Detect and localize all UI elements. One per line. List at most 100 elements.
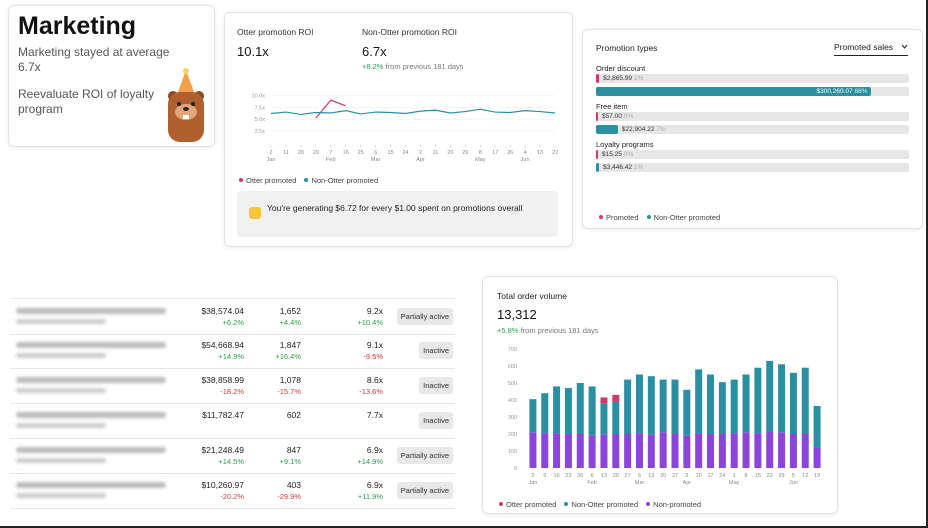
legend-item: Otter promoted [499,500,556,509]
callout-text: You're generating $6.72 for every $1.00 … [267,203,523,213]
x-tick-label: 24 [402,150,408,156]
x-tick-label: 22 [552,150,558,156]
bar-segment [718,434,726,468]
table-row: $38,574.04 +6.2% 1,652 +4.4% 9.2x +10.4% Parti… [10,298,455,335]
bar-track: $22,904.22 7% [596,125,909,134]
chevron-line [901,44,908,49]
hat-pom [183,68,189,74]
x-tick-label: 15 [388,150,394,156]
x-tick-label: 26 [507,150,513,156]
bar-segment [801,367,809,434]
cell-roi-change: +14.9% [357,457,383,466]
bar [596,87,872,96]
blurred-name [16,308,166,314]
bar-segment [683,389,691,436]
bar [596,163,600,172]
blurred-name [16,342,166,348]
card-title: Promotion types [596,43,658,53]
face [175,104,197,120]
metric-label: Non-Otter promotion ROI [362,27,457,37]
x-tick-label: 29 [313,150,319,156]
month-label: Apr [416,157,425,163]
x-tick-label: 20 [447,150,453,156]
bar-segment [695,369,703,434]
bar [596,125,618,134]
bar-segment [789,434,797,468]
bar [596,74,600,83]
legend-swatch [564,502,569,506]
month-label: Apr [683,480,692,486]
legend-swatch [499,502,503,506]
cell-orders-change: -15.7% [277,387,301,396]
cell-sales-change: +14.5% [218,457,244,466]
x-tick-label: 7 [329,150,332,156]
amount-label: $15.25 [602,151,622,158]
cell-sales: $10,260.97 [201,480,244,490]
bar-segment [612,434,620,468]
y-tick-label: 0 [514,466,517,472]
cell-orders-change: +4.4% [279,318,301,327]
bar-segment [778,364,786,433]
x-tick-label: 19 [814,473,820,479]
x-tick-label: 29 [462,150,468,156]
bar-segment [553,433,561,468]
bar-segment [529,432,537,468]
cell-sales: $38,858.99 [201,375,244,385]
cell-roi-change: -9.5% [363,352,383,361]
status-badge: Partially active [396,447,453,464]
legend-item: Non-Otter promoted [564,500,638,509]
y-tick-label: 2.5x [255,129,266,135]
blurred-subname [16,493,106,498]
bar-segment [671,379,679,434]
legend-swatch [304,178,309,182]
bar-segment [564,434,572,468]
cell-roi: 6.9x [366,445,383,455]
status-badge: Partially active [396,482,453,499]
blurred-subname [16,353,106,358]
bar-label: $2,865.99 1% [603,75,643,82]
amount-label: $300,260.07 [816,88,853,95]
callout-icon: ⚡ [249,207,261,219]
blurred-subname [16,458,106,463]
group-label: Free item [596,102,628,111]
bar-segment [801,434,809,468]
dropdown[interactable]: Promoted sales [834,42,908,56]
bar-segment [624,379,632,434]
bar-track: $57.00 0% [596,112,909,121]
bar-segment [766,360,774,432]
cell-orders: 1,652 [279,306,301,316]
bar-segment [742,374,750,433]
table-row: $10,260.97 -20.2% 403 -29.9% 6.9x +11.9% Parti… [10,473,455,509]
bar-label: $22,904.22 7% [622,126,666,133]
nose [183,107,189,111]
x-tick-label: 16 [343,150,349,156]
bar-segment [588,386,596,436]
y-tick-label: 200 [508,432,517,438]
metric-value: 10.1x [237,44,269,59]
cell-roi: 9.1x [366,340,383,350]
teeth [183,115,189,119]
cell-orders: 602 [286,410,301,420]
roi-card: Otter promotion ROI Non-Otter promotion … [224,12,573,247]
bar-segment [612,394,620,402]
summary-text: Reevaluate ROI of loyalty program [18,87,155,116]
bar-segment [564,388,572,434]
bar-label: $300,260.07 88% [816,88,867,95]
eye [177,102,181,106]
bar-segment [754,433,762,468]
month-label: Feb [587,480,596,486]
bar-segment [588,435,596,468]
x-tick-label: 11 [283,150,289,156]
cell-roi: 8.6x [366,375,383,385]
summary-title: Marketing [18,12,137,40]
month-label: Jun [789,480,798,486]
legend-item: Promoted [599,213,639,222]
x-tick-label: 24 [719,473,725,479]
bar-segment [541,393,549,434]
bar-segment [671,434,679,468]
y-tick-label: 500 [508,381,517,387]
change-note: from previous 181 days [520,326,599,335]
month-label: Jun [521,157,530,163]
blurred-name [16,377,166,383]
y-tick-label: 10.0x [252,93,266,99]
